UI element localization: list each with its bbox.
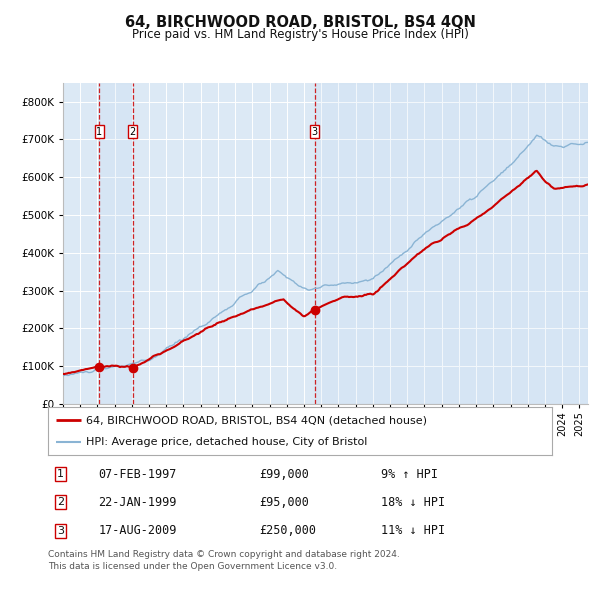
Text: This data is licensed under the Open Government Licence v3.0.: This data is licensed under the Open Gov… <box>48 562 337 571</box>
Text: 2: 2 <box>130 127 136 137</box>
Text: 11% ↓ HPI: 11% ↓ HPI <box>380 525 445 537</box>
Text: Price paid vs. HM Land Registry's House Price Index (HPI): Price paid vs. HM Land Registry's House … <box>131 28 469 41</box>
Text: 3: 3 <box>57 526 64 536</box>
Text: 64, BIRCHWOOD ROAD, BRISTOL, BS4 4QN (detached house): 64, BIRCHWOOD ROAD, BRISTOL, BS4 4QN (de… <box>86 415 427 425</box>
Text: 2: 2 <box>57 497 64 507</box>
Text: 07-FEB-1997: 07-FEB-1997 <box>98 468 177 481</box>
Text: 22-JAN-1999: 22-JAN-1999 <box>98 496 177 509</box>
Bar <box>315 83 588 404</box>
Text: 17-AUG-2009: 17-AUG-2009 <box>98 525 177 537</box>
Text: 9% ↑ HPI: 9% ↑ HPI <box>380 468 437 481</box>
Bar <box>99 83 133 404</box>
Text: Contains HM Land Registry data © Crown copyright and database right 2024.: Contains HM Land Registry data © Crown c… <box>48 550 400 559</box>
Text: 18% ↓ HPI: 18% ↓ HPI <box>380 496 445 509</box>
Text: 1: 1 <box>96 127 102 137</box>
Text: 64, BIRCHWOOD ROAD, BRISTOL, BS4 4QN: 64, BIRCHWOOD ROAD, BRISTOL, BS4 4QN <box>125 15 475 30</box>
Text: 3: 3 <box>312 127 318 137</box>
Text: HPI: Average price, detached house, City of Bristol: HPI: Average price, detached house, City… <box>86 437 367 447</box>
Text: £250,000: £250,000 <box>260 525 317 537</box>
Text: 1: 1 <box>57 469 64 479</box>
Text: £99,000: £99,000 <box>260 468 310 481</box>
Text: £95,000: £95,000 <box>260 496 310 509</box>
